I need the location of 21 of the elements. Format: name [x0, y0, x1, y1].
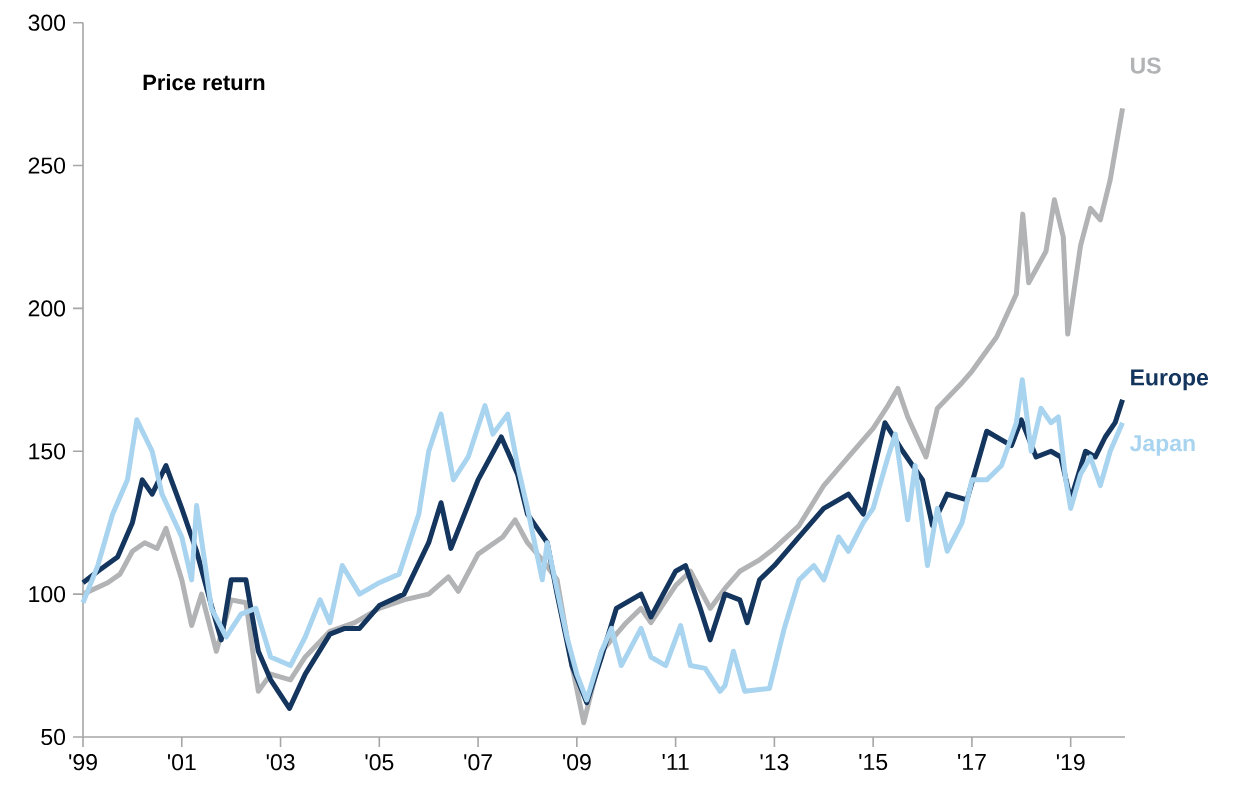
x-tick-label: '09 [563, 754, 591, 771]
series-label: US [1130, 57, 1161, 74]
x-tick-label: '13 [760, 754, 789, 771]
y-tick-label: 300 [28, 14, 66, 31]
x-tick-label: '99 [69, 754, 97, 771]
text: Price return [143, 74, 265, 91]
y-tick-label: 200 [28, 300, 66, 317]
x-tick-label: '03 [266, 754, 295, 771]
x-tick-label: '01 [167, 754, 196, 771]
y-tick-label: 100 [29, 585, 66, 603]
series-label: Europe [1131, 369, 1209, 391]
series-label: Japan [1129, 435, 1195, 456]
x-tick-label: '17 [958, 754, 986, 770]
x-tick-label: '15 [859, 754, 888, 771]
x-tick-label: '11 [662, 754, 689, 770]
y-tick-label: 50 [41, 728, 66, 746]
y-tick-label: 250 [28, 157, 66, 174]
x-tick-label: '19 [1056, 754, 1085, 771]
y-tick-label: 150 [29, 443, 66, 460]
x-tick-label: '05 [365, 754, 394, 771]
x-tick-label: '07 [464, 754, 492, 771]
